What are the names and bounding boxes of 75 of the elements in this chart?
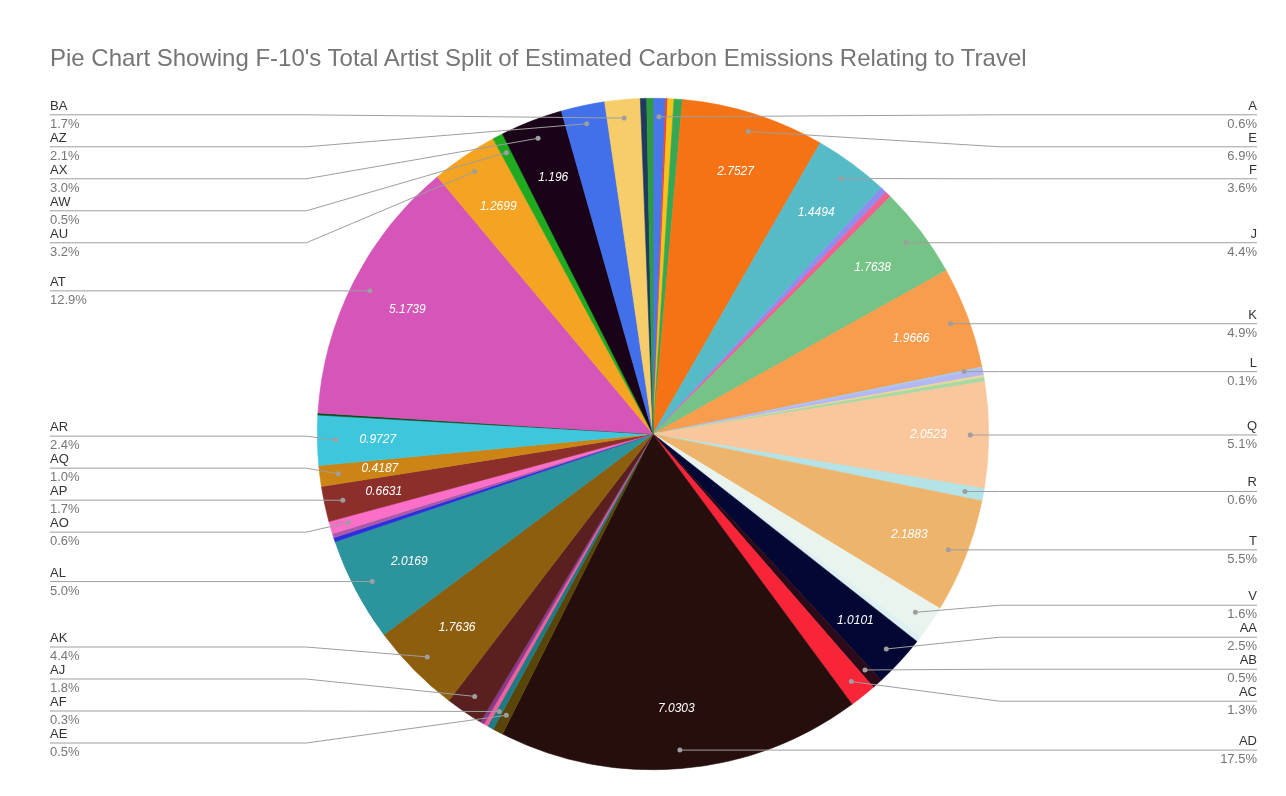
slice-label: AA [1239, 620, 1258, 636]
text: 1.7636 [438, 619, 476, 634]
slice-label: R [1247, 474, 1257, 490]
slice-label: E [1248, 129, 1258, 145]
slice-label: V [1248, 588, 1258, 604]
slice-label: F [1249, 161, 1258, 177]
slice-label: AO [50, 515, 69, 531]
slice-label: L [1249, 354, 1257, 370]
slice-label: J [1250, 225, 1257, 241]
slice-label: BA [50, 97, 68, 113]
slice-label: AK [50, 630, 68, 646]
data-label: 0.5% [50, 744, 81, 760]
text: 2.7527 [717, 163, 754, 178]
data-label: 1.7% [50, 501, 81, 517]
slice-label: AB [1239, 652, 1257, 668]
data-label: 0.6% [1227, 115, 1258, 131]
data-label: 0.6% [50, 533, 81, 549]
data-label: 0.3% [50, 712, 81, 728]
slice-label: AC [1238, 684, 1257, 700]
data-label: 4.4% [50, 648, 81, 664]
slice-label: AW [50, 193, 72, 209]
text: 1.2699 [479, 198, 517, 213]
data-label: 6.9% [1227, 147, 1258, 163]
slice-label: Q [1246, 418, 1257, 433]
data-label: 3.0% [50, 179, 81, 195]
data-label: 3.6% [1227, 179, 1258, 195]
data-label: 0.6% [1227, 492, 1258, 508]
slice-label: AX [50, 161, 68, 177]
text: 1.9666 [892, 330, 930, 345]
data-label: 5.0% [50, 582, 81, 598]
slice-label: AE [50, 726, 68, 742]
text: 0.6631 [365, 483, 403, 498]
text: 5.1739 [388, 302, 426, 317]
slice-label: A [1248, 97, 1258, 113]
slice-label: AL [50, 564, 66, 580]
data-label: 1.6% [1227, 606, 1258, 622]
data-label: 1.3% [1227, 702, 1258, 718]
text: 2.0523 [909, 427, 947, 442]
chart-title: Pie Chart Showing F-10's Total Artist Split of Estimated Carbon Emissions Relating to Travel [50, 44, 1027, 72]
data-label: 3.2% [50, 243, 81, 259]
data-label: 4.9% [1227, 324, 1258, 340]
text: 2.1883 [890, 526, 928, 541]
slice-label: AT [50, 273, 66, 289]
slice-label: AQ [50, 451, 69, 467]
data-label: 2.4% [50, 437, 81, 453]
text: 0.9727 [359, 431, 397, 446]
data-label: 17.5% [1220, 751, 1258, 767]
data-label: 0.5% [1227, 670, 1258, 686]
data-label: 12.9% [50, 291, 88, 307]
text: 0.4187 [361, 460, 399, 475]
data-label: 1.8% [50, 680, 81, 696]
slice-label: AU [50, 225, 69, 241]
data-label: 2.1% [50, 147, 81, 163]
data-label: 2.5% [1227, 638, 1258, 654]
slice-label: AZ [50, 129, 67, 145]
data-label: 4.4% [1227, 243, 1258, 259]
text: 1.0101 [837, 612, 874, 627]
data-label: 5.1% [1227, 436, 1258, 451]
slice-label: AR [50, 419, 69, 435]
data-label: 5.5% [1227, 550, 1258, 566]
text: 1.7638 [854, 260, 891, 275]
text: 7.0303 [657, 700, 695, 715]
slice-label: AF [50, 694, 67, 710]
slice-label: K [1248, 306, 1258, 322]
data-label: 1.0% [50, 469, 81, 485]
text: 1.4494 [797, 204, 835, 219]
slice-label: AD [1238, 733, 1257, 749]
slice-label: AP [50, 483, 68, 499]
text: 1.196 [538, 169, 569, 184]
slice-label: AJ [50, 662, 66, 678]
data-label: 0.1% [1227, 372, 1258, 388]
text: 2.0169 [390, 554, 428, 569]
slice-label: T [1249, 532, 1258, 548]
data-label: 1.7% [50, 115, 81, 131]
data-label: 0.5% [50, 211, 81, 227]
